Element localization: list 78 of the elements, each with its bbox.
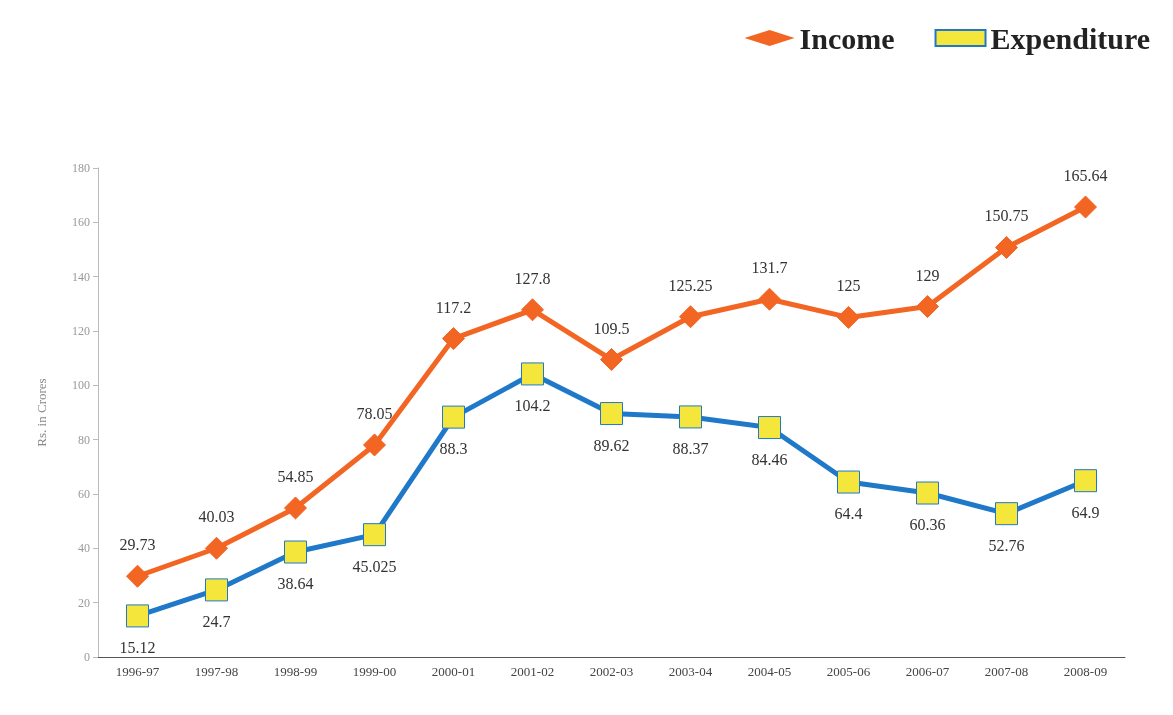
point <box>442 327 465 351</box>
data-label: 64.4 <box>834 505 863 523</box>
x-tick-label: 2008-09 <box>1063 664 1108 679</box>
point <box>1074 195 1097 219</box>
point <box>916 481 939 505</box>
point <box>521 298 544 322</box>
x-tick-label: 2000-01 <box>431 664 476 679</box>
y-tick-label: 180 <box>72 161 90 175</box>
data-label: 125 <box>836 277 861 295</box>
y-tick-label: 60 <box>78 487 90 501</box>
point <box>205 536 228 560</box>
data-label: 89.62 <box>593 436 630 454</box>
point <box>679 305 702 329</box>
data-label: 45.025 <box>352 557 397 575</box>
data-label: 88.3 <box>439 440 468 458</box>
data-label: 38.64 <box>277 575 314 593</box>
x-tick-label: 1997-98 <box>194 664 239 679</box>
data-label: 64.9 <box>1071 503 1100 521</box>
y-tick-label: 100 <box>72 378 90 393</box>
point <box>126 564 149 588</box>
data-label: 150.75 <box>984 207 1029 225</box>
data-label: 40.03 <box>198 508 235 526</box>
point <box>284 540 307 564</box>
data-label: 131.7 <box>751 259 788 277</box>
data-label: 109.5 <box>593 319 630 337</box>
data-label: 54.85 <box>277 467 314 485</box>
y-tick-label: 80 <box>78 432 90 447</box>
x-tick-label: 2002-03 <box>589 664 634 679</box>
point <box>679 405 702 429</box>
x-tick-label: 2003-04 <box>668 664 713 679</box>
data-label: 129 <box>915 266 940 284</box>
x-tick-label: 1999-00 <box>352 664 397 679</box>
y-tick-label: 140 <box>72 269 90 284</box>
y-tick-label: 20 <box>78 595 90 610</box>
x-tick-label: 1998-99 <box>273 664 318 679</box>
data-label: 88.37 <box>672 439 709 457</box>
point <box>363 433 386 457</box>
y-tick-label: 40 <box>78 541 90 556</box>
point <box>758 416 781 440</box>
data-label: 60.36 <box>909 516 946 534</box>
data-label: 24.7 <box>202 612 231 630</box>
point <box>1074 469 1097 493</box>
point <box>916 295 939 319</box>
point <box>284 496 307 520</box>
data-label: 52.76 <box>988 536 1025 554</box>
point <box>758 287 781 311</box>
data-label: 165.64 <box>1063 167 1108 185</box>
point <box>995 502 1018 526</box>
point <box>995 235 1018 259</box>
point <box>600 402 623 426</box>
data-label: 84.46 <box>751 450 788 468</box>
point <box>837 470 860 494</box>
point <box>521 362 544 386</box>
y-tick-label: 120 <box>72 324 90 338</box>
point <box>837 305 860 329</box>
data-label: 117.2 <box>435 298 472 316</box>
x-tick-label: 2004-05 <box>747 664 792 679</box>
x-tick-label: 2005-06 <box>826 664 871 679</box>
legend-label: Income <box>799 21 895 55</box>
y-tick-label: 160 <box>72 215 90 230</box>
x-tick-label: 2007-08 <box>984 664 1029 679</box>
data-label: 125.25 <box>668 276 713 294</box>
data-label: 15.12 <box>119 638 156 656</box>
data-label: 127.8 <box>514 269 551 287</box>
data-label: 104.2 <box>514 396 551 414</box>
x-tick-label: 2001-02 <box>510 664 555 679</box>
point <box>600 348 623 372</box>
data-label: 29.73 <box>119 536 156 554</box>
point <box>126 604 149 628</box>
y-axis-title: Rs. in Crores <box>34 378 49 447</box>
x-tick-label: 1996-97 <box>115 664 160 679</box>
y-tick-label: 0 <box>84 650 90 664</box>
data-label: 78.05 <box>356 404 393 422</box>
legend-label: Expenditure <box>990 21 1151 55</box>
x-tick-label: 2006-07 <box>905 664 950 679</box>
point <box>363 523 386 547</box>
point <box>205 578 228 602</box>
point <box>442 405 465 429</box>
